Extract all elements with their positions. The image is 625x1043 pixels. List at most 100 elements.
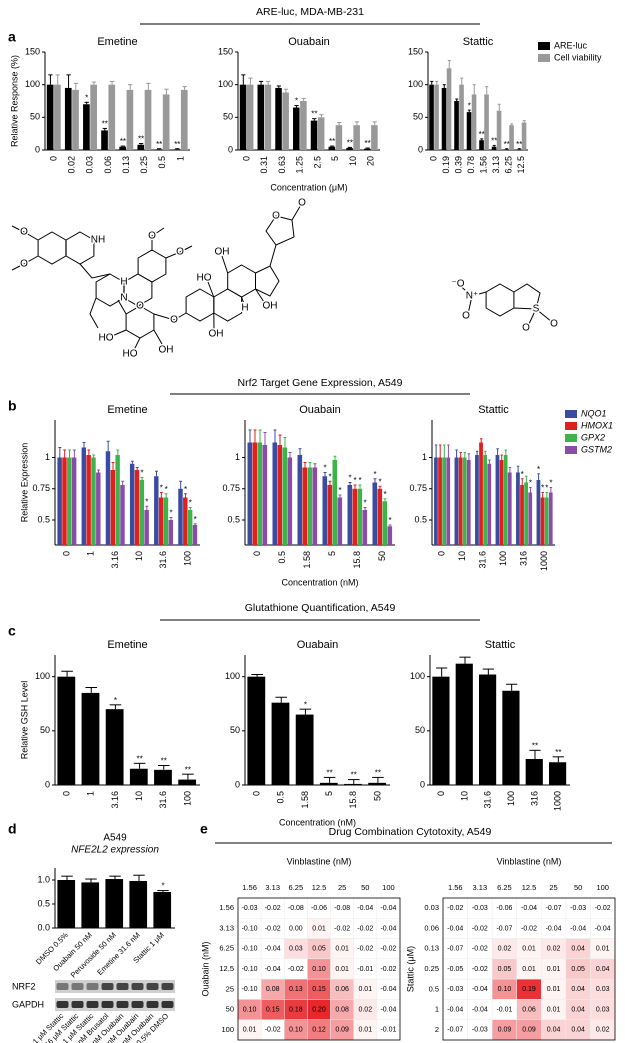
cell-label: 0.09 bbox=[335, 1027, 349, 1034]
y-tick-label: 0.5 bbox=[227, 514, 240, 524]
bond bbox=[65, 231, 95, 265]
bar bbox=[335, 125, 343, 150]
bar bbox=[455, 663, 473, 785]
cell-label: -0.02 bbox=[265, 1027, 281, 1034]
bar bbox=[446, 457, 451, 545]
bar bbox=[479, 140, 484, 150]
bar bbox=[362, 510, 368, 545]
bar bbox=[507, 472, 512, 545]
atom-label: O bbox=[298, 198, 306, 209]
x-tick-label: 20 bbox=[366, 156, 376, 166]
x-tick-label: 100 bbox=[182, 551, 192, 566]
bar bbox=[252, 442, 258, 545]
x-tick-label: 0 bbox=[437, 551, 447, 556]
x-axis-label: Vinblastine (nM) bbox=[287, 856, 352, 866]
significance-label: * bbox=[348, 474, 351, 483]
x-tick-label: 25 bbox=[549, 883, 557, 892]
x-tick-label: 316 bbox=[529, 791, 539, 806]
x-tick-label: 12.5 bbox=[312, 883, 327, 892]
bar bbox=[126, 89, 134, 150]
y-tick-label: 0.75 bbox=[32, 483, 50, 493]
cell-label: -0.07 bbox=[447, 1027, 463, 1034]
bond bbox=[291, 202, 303, 221]
bar bbox=[353, 125, 360, 150]
cell-label: 0.03 bbox=[289, 946, 303, 953]
bar bbox=[454, 101, 459, 150]
x-tick-label: 100 bbox=[506, 791, 516, 806]
significance-label: * bbox=[383, 490, 386, 499]
bar bbox=[67, 457, 72, 545]
bar bbox=[328, 146, 336, 150]
bond bbox=[165, 245, 193, 259]
x-tick-label: 100 bbox=[498, 551, 508, 566]
cell-label: 0.04 bbox=[571, 986, 585, 993]
legend-swatch bbox=[538, 42, 550, 50]
bar bbox=[282, 447, 288, 545]
bond bbox=[207, 281, 215, 298]
atom-label: O bbox=[272, 211, 280, 222]
bar bbox=[239, 84, 247, 150]
bar bbox=[462, 457, 467, 545]
cell-label: 0.06 bbox=[335, 986, 349, 993]
x-tick-label: 1 bbox=[86, 551, 96, 556]
cell-label: -0.04 bbox=[380, 925, 396, 932]
atom-label: N⁺ bbox=[466, 291, 479, 302]
significance-label: * bbox=[328, 472, 331, 481]
bar bbox=[483, 455, 488, 545]
bar bbox=[382, 501, 388, 545]
x-tick-label: 0.19 bbox=[441, 156, 451, 174]
bar bbox=[262, 445, 268, 545]
bar bbox=[499, 460, 504, 545]
y-tick-label: 150 bbox=[218, 46, 233, 56]
cell-label: 0.02 bbox=[547, 946, 561, 953]
x-tick-label: 3.13 bbox=[491, 156, 501, 174]
cell-label: 0.19 bbox=[522, 986, 536, 993]
significance-label: * bbox=[189, 499, 192, 508]
x-tick-label: 3.16 bbox=[110, 791, 120, 809]
cell-label: -0.03 bbox=[242, 905, 258, 912]
y-tick-label: 6.25 bbox=[219, 944, 234, 953]
bar bbox=[302, 467, 308, 545]
cell-label: -0.04 bbox=[595, 925, 611, 932]
bar bbox=[479, 442, 483, 545]
significance-label: * bbox=[549, 479, 552, 488]
y-tick-label: 0 bbox=[228, 144, 233, 154]
x-tick-label: 5 bbox=[324, 791, 334, 796]
chart-title: A549 bbox=[103, 833, 127, 844]
bond bbox=[11, 225, 39, 241]
x-tick-label: 31.6 bbox=[478, 551, 488, 569]
cell-label: 0.12 bbox=[312, 1027, 326, 1034]
cell-label: 0.00 bbox=[289, 925, 303, 932]
section-title: Nrf2 Target Gene Expression, A549 bbox=[238, 377, 403, 389]
cell-label: 0.04 bbox=[547, 1027, 561, 1034]
atom-label: O bbox=[176, 247, 184, 258]
y-tick-label: 100 bbox=[408, 79, 423, 89]
bar bbox=[134, 470, 140, 545]
y-tick-label: 150 bbox=[25, 46, 40, 56]
bar bbox=[520, 485, 524, 545]
bar bbox=[57, 676, 76, 785]
significance-label: * bbox=[194, 515, 197, 524]
bar bbox=[307, 467, 313, 545]
blot-band bbox=[71, 1001, 84, 1008]
significance-label: * bbox=[85, 93, 88, 102]
cell-label: -0.08 bbox=[334, 905, 350, 912]
cell-label: -0.04 bbox=[472, 986, 488, 993]
section-title: Drug Combination Cytotoxity, A549 bbox=[329, 826, 492, 838]
bar bbox=[495, 455, 500, 545]
bar bbox=[81, 692, 100, 785]
bar bbox=[317, 117, 325, 150]
bar bbox=[548, 492, 553, 545]
bar bbox=[155, 149, 163, 150]
significance-label: ** bbox=[138, 135, 144, 144]
x-tick-label: 6.25 bbox=[497, 883, 512, 892]
significance-label: ** bbox=[364, 139, 370, 148]
bond bbox=[151, 227, 165, 250]
y-tick-label: 0.5 bbox=[37, 898, 50, 908]
chart-title: Ouabain bbox=[288, 36, 330, 48]
x-tick-label: 50 bbox=[372, 791, 382, 801]
cell-label: -0.03 bbox=[570, 905, 586, 912]
atom-label: O bbox=[20, 227, 28, 238]
cell-label: -0.02 bbox=[472, 946, 488, 953]
bar bbox=[257, 442, 263, 545]
